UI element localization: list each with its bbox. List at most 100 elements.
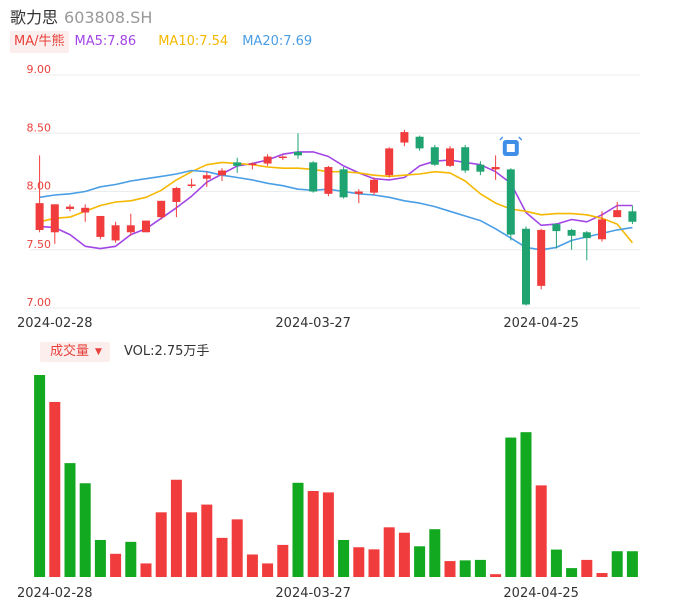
volume-date-label: 2024-04-25 (503, 586, 579, 601)
candle-body (461, 147, 470, 171)
volume-bar (414, 546, 426, 577)
candle (35, 155, 44, 233)
candle (582, 231, 591, 261)
price-date-label: 2024-03-27 (275, 316, 351, 331)
candle (66, 204, 74, 212)
volume-bars (34, 375, 638, 577)
volume-indicator-selector[interactable]: 成交量 ▼ (40, 342, 110, 362)
volume-bar (611, 551, 623, 577)
candle (491, 155, 500, 180)
price-date-label: 2024-04-25 (503, 316, 579, 331)
volume-bar (186, 512, 198, 577)
volume-date-label: 2024-02-28 (17, 586, 93, 601)
price-date-label: 2024-02-28 (17, 316, 93, 331)
ma10-label: MA10:7.54 (158, 34, 229, 49)
candle-body (263, 156, 272, 164)
candle (324, 165, 333, 197)
volume-bar (429, 529, 441, 577)
ma5-line (39, 151, 633, 250)
candle (126, 213, 135, 236)
candle-body (506, 169, 515, 235)
price-axis: 9.00 8.50 8.00 7.50 7.00 (27, 63, 52, 309)
candle (309, 161, 318, 193)
candle (567, 228, 576, 250)
event-marker-icon[interactable] (499, 136, 523, 156)
volume-bar (94, 539, 106, 577)
ma10-line (39, 161, 634, 244)
candle-body (415, 136, 424, 149)
candle-body (339, 169, 348, 198)
volume-bar (110, 553, 122, 577)
volume-bar (49, 401, 61, 577)
candle-body (370, 179, 378, 193)
volume-bar (231, 519, 243, 577)
volume-bar (383, 527, 395, 577)
candle (446, 146, 454, 168)
candle-body (385, 148, 394, 176)
candle-body (537, 229, 546, 286)
volume-bar (201, 504, 213, 577)
candle-body (35, 203, 44, 230)
candle-body (354, 191, 363, 194)
candle (598, 211, 606, 242)
candle-body (96, 215, 105, 237)
candle-body (218, 170, 226, 176)
candle (233, 157, 242, 173)
candle (461, 144, 470, 173)
candle (339, 167, 348, 199)
candle-body (309, 162, 318, 192)
candle-body (233, 162, 242, 166)
candle-body (491, 167, 500, 170)
candle (157, 200, 166, 220)
volume-bar (216, 537, 228, 577)
volume-bar (338, 539, 350, 577)
candle-body (66, 206, 74, 209)
candle (522, 226, 530, 306)
candle (96, 215, 105, 240)
candle-body (430, 147, 439, 165)
volume-bar (170, 479, 182, 577)
candle (187, 178, 196, 189)
volume-bar (626, 551, 638, 577)
volume-bar (246, 554, 258, 577)
candle-body (157, 200, 166, 218)
candle (218, 168, 226, 182)
volume-bar (368, 549, 380, 577)
candle-body (202, 175, 211, 179)
candle (111, 221, 120, 243)
ma-legend: MA/牛熊 MA5:7.86 MA10:7.54 MA20:7.69 (10, 31, 312, 53)
candle-body (248, 163, 257, 166)
volume-bar (262, 563, 274, 577)
candle (613, 201, 622, 218)
volume-legend: 成交量 ▼ VOL:2.75万手 (40, 342, 209, 362)
volume-bar (155, 512, 167, 577)
volume-bar (34, 375, 46, 577)
price-date-axis: 2024-02-28 2024-03-27 2024-04-25 (17, 316, 579, 331)
volume-bar (550, 549, 562, 577)
stock-name: 歌力思 (10, 8, 59, 27)
volume-bar (459, 560, 471, 577)
candle-body (294, 151, 302, 156)
candle (50, 204, 59, 244)
volume-selector-label: 成交量 (50, 344, 90, 359)
candle-body (598, 219, 606, 240)
volume-bar (444, 561, 456, 577)
candle-body (111, 225, 120, 241)
candle (354, 189, 363, 204)
volume-bar (581, 559, 593, 577)
candle-body (172, 188, 181, 202)
candle (81, 204, 90, 222)
ma-indicator-selector[interactable]: MA/牛熊 (10, 31, 69, 53)
candle (263, 154, 272, 166)
volume-date-axis: 2024-02-28 2024-03-27 2024-04-25 (17, 586, 579, 601)
marker-ray (499, 136, 523, 141)
candle (248, 162, 257, 170)
candle (385, 147, 394, 178)
candle-body (278, 156, 287, 159)
candle-body (126, 225, 135, 233)
candle-body (522, 228, 530, 305)
candle (278, 155, 287, 161)
moving-average-lines (39, 151, 634, 251)
volume-bar (277, 544, 289, 577)
